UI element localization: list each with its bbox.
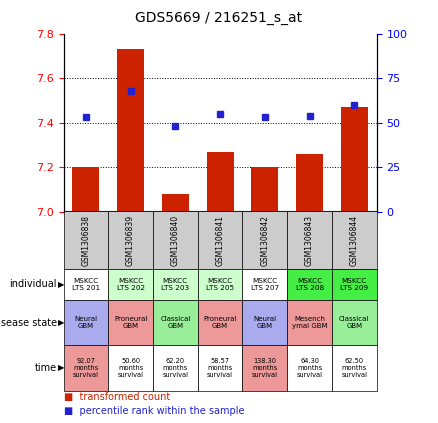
Text: GSM1306840: GSM1306840 bbox=[171, 214, 180, 266]
Text: ▶: ▶ bbox=[58, 280, 64, 289]
Text: MSKCC
LTS 209: MSKCC LTS 209 bbox=[340, 278, 368, 291]
Text: Mesench
ymal GBM: Mesench ymal GBM bbox=[292, 316, 327, 329]
Text: Neural
GBM: Neural GBM bbox=[253, 316, 276, 329]
Text: 138.30
months
survival: 138.30 months survival bbox=[252, 358, 278, 378]
Text: MSKCC
LTS 201: MSKCC LTS 201 bbox=[72, 278, 100, 291]
Text: GSM1306841: GSM1306841 bbox=[215, 214, 225, 266]
Text: Classical
GBM: Classical GBM bbox=[339, 316, 370, 329]
Text: 50.60
months
survival: 50.60 months survival bbox=[118, 358, 144, 378]
Text: GDS5669 / 216251_s_at: GDS5669 / 216251_s_at bbox=[135, 11, 303, 25]
Text: ▶: ▶ bbox=[58, 363, 64, 373]
Text: Proneural
GBM: Proneural GBM bbox=[114, 316, 147, 329]
Text: ■  percentile rank within the sample: ■ percentile rank within the sample bbox=[64, 406, 244, 416]
Text: ▶: ▶ bbox=[58, 318, 64, 327]
Text: GSM1306838: GSM1306838 bbox=[81, 214, 90, 266]
Bar bbox=[162, 194, 189, 212]
Bar bbox=[251, 167, 278, 212]
Text: 62.50
months
survival: 62.50 months survival bbox=[341, 358, 367, 378]
Text: time: time bbox=[35, 363, 57, 373]
Text: MSKCC
LTS 202: MSKCC LTS 202 bbox=[117, 278, 145, 291]
Text: GSM1306843: GSM1306843 bbox=[305, 214, 314, 266]
Text: MSKCC
LTS 203: MSKCC LTS 203 bbox=[161, 278, 189, 291]
Text: ■  transformed count: ■ transformed count bbox=[64, 392, 170, 402]
Text: individual: individual bbox=[10, 280, 57, 289]
Text: 62.20
months
survival: 62.20 months survival bbox=[162, 358, 188, 378]
Text: Proneural
GBM: Proneural GBM bbox=[203, 316, 237, 329]
Text: MSKCC
LTS 208: MSKCC LTS 208 bbox=[296, 278, 324, 291]
Text: disease state: disease state bbox=[0, 318, 57, 327]
Text: GSM1306844: GSM1306844 bbox=[350, 214, 359, 266]
Text: Neural
GBM: Neural GBM bbox=[74, 316, 97, 329]
Bar bbox=[72, 167, 99, 212]
Text: GSM1306839: GSM1306839 bbox=[126, 214, 135, 266]
Text: 64.30
months
survival: 64.30 months survival bbox=[297, 358, 322, 378]
Text: Classical
GBM: Classical GBM bbox=[160, 316, 191, 329]
Text: MSKCC
LTS 207: MSKCC LTS 207 bbox=[251, 278, 279, 291]
Bar bbox=[296, 154, 323, 212]
Text: 58.57
months
survival: 58.57 months survival bbox=[207, 358, 233, 378]
Text: GSM1306842: GSM1306842 bbox=[260, 214, 269, 266]
Text: 92.07
months
survival: 92.07 months survival bbox=[73, 358, 99, 378]
Text: MSKCC
LTS 205: MSKCC LTS 205 bbox=[206, 278, 234, 291]
Bar bbox=[117, 49, 144, 212]
Bar bbox=[207, 151, 233, 212]
Bar bbox=[341, 107, 368, 212]
